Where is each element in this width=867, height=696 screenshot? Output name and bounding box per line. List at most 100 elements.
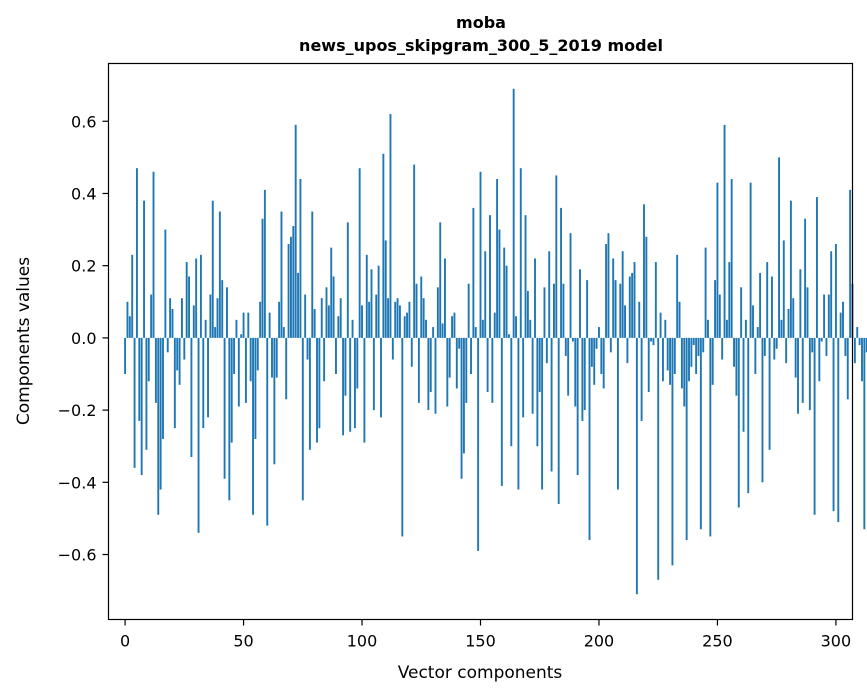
bar-component-242 <box>697 337 700 356</box>
bar-component-282 <box>792 298 795 338</box>
bar-component-115 <box>396 298 399 338</box>
bar-component-160 <box>503 247 506 338</box>
bar-component-83 <box>320 298 323 338</box>
bar-component-257 <box>733 337 735 367</box>
bar-component-25 <box>183 337 186 360</box>
bar-component-231 <box>671 337 674 566</box>
x-axis-ticks: 0 50 100 150 200 250 300 <box>120 619 851 651</box>
bar-component-207 <box>614 280 617 338</box>
bar-component-309 <box>856 327 859 338</box>
x-tick-label: 100 <box>347 632 378 651</box>
bar-component-91 <box>339 298 342 338</box>
bar-component-29 <box>192 305 195 338</box>
bar-component-74 <box>299 179 302 338</box>
bar-component-159 <box>500 337 503 486</box>
bar-component-94 <box>346 222 349 338</box>
bar-component-147 <box>472 207 475 338</box>
bar-component-12 <box>152 171 155 338</box>
bar-component-186 <box>564 337 567 356</box>
bar-component-275 <box>775 337 778 349</box>
bar-component-250 <box>716 182 719 338</box>
bar-component-78 <box>308 337 311 450</box>
chart-title-line1: moba <box>456 13 506 32</box>
bar-component-154 <box>489 215 491 338</box>
bar-component-151 <box>481 319 484 338</box>
bar-component-167 <box>519 168 522 338</box>
bar-component-168 <box>522 337 525 418</box>
bar-component-188 <box>569 233 572 338</box>
bar-component-203 <box>605 244 608 338</box>
bar-component-54 <box>252 337 254 515</box>
bar-component-165 <box>515 316 517 338</box>
bar-component-90 <box>337 316 340 338</box>
y-tick-label: 0.4 <box>71 184 96 203</box>
bar-component-44 <box>228 337 231 501</box>
bar-component-163 <box>510 337 513 447</box>
bar-component-104 <box>370 269 373 338</box>
bar-component-81 <box>316 337 318 443</box>
bar-component-135 <box>444 258 446 338</box>
bar-component-58 <box>261 218 264 338</box>
bar-component-69 <box>287 244 290 338</box>
bar-component-222 <box>650 337 653 342</box>
bar-component-47 <box>235 319 238 338</box>
bar-component-149 <box>477 337 480 551</box>
bar-component-264 <box>749 182 752 338</box>
bar-component-2 <box>128 316 131 338</box>
bar-component-131 <box>434 337 437 414</box>
bar-component-270 <box>763 337 766 356</box>
bar-component-294 <box>820 337 823 342</box>
bar-component-180 <box>550 337 553 472</box>
bar-component-206 <box>612 258 615 338</box>
bar-component-196 <box>588 337 591 541</box>
bar-component-45 <box>230 337 233 443</box>
bar-component-293 <box>818 337 821 382</box>
bar-component-96 <box>351 319 354 338</box>
bar-component-239 <box>690 337 693 367</box>
bar-component-28 <box>190 337 193 458</box>
bar-component-223 <box>652 337 655 346</box>
bar-component-114 <box>394 301 397 338</box>
bar-component-118 <box>403 316 406 338</box>
bar-component-42 <box>223 337 226 479</box>
bar-component-244 <box>702 337 705 353</box>
bar-component-76 <box>304 294 307 338</box>
bar-component-234 <box>678 301 681 338</box>
bar-component-290 <box>811 337 814 353</box>
bar-component-187 <box>567 337 570 396</box>
bar-component-73 <box>297 272 300 338</box>
bar-component-220 <box>645 236 648 338</box>
bar-component-278 <box>782 240 785 338</box>
bar-component-289 <box>808 337 811 411</box>
bar-component-145 <box>467 283 470 338</box>
bar-component-181 <box>553 283 555 338</box>
bar-component-113 <box>391 337 394 360</box>
bar-component-299 <box>832 337 835 512</box>
bar-component-152 <box>484 251 487 338</box>
bar-component-236 <box>683 337 686 407</box>
bar-component-265 <box>752 305 754 338</box>
bar-component-110 <box>384 240 387 338</box>
bar-component-229 <box>666 337 669 371</box>
bars-group <box>124 88 867 595</box>
bar-component-266 <box>754 337 757 374</box>
bar-component-228 <box>664 319 667 338</box>
bar-component-109 <box>382 153 385 338</box>
bar-component-120 <box>408 301 411 338</box>
bar-component-199 <box>595 337 598 349</box>
bar-component-277 <box>780 319 783 338</box>
bar-component-18 <box>166 337 169 353</box>
bar-component-26 <box>185 262 188 338</box>
bar-component-0 <box>124 337 127 374</box>
bar-component-210 <box>621 251 624 338</box>
bar-component-56 <box>256 337 259 371</box>
bar-component-139 <box>453 312 456 338</box>
bar-component-108 <box>380 337 382 418</box>
bar-component-245 <box>704 247 707 338</box>
bar-component-233 <box>676 254 679 338</box>
bar-component-117 <box>401 337 404 537</box>
bar-component-62 <box>271 337 273 378</box>
bar-component-172 <box>531 337 534 414</box>
bar-component-215 <box>633 262 636 338</box>
bar-component-38 <box>214 327 217 338</box>
